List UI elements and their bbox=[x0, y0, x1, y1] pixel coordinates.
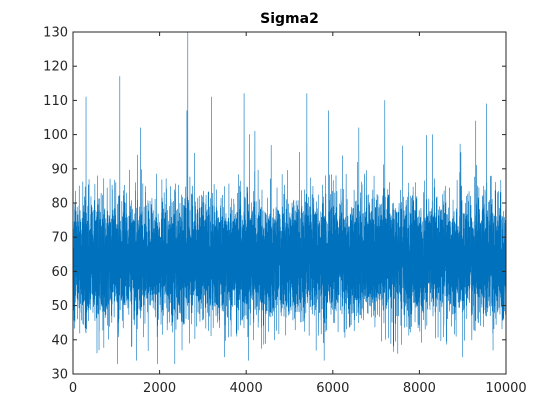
x-tick-label: 4000 bbox=[230, 381, 263, 396]
y-tick-label: 70 bbox=[51, 231, 68, 246]
tick-layer: 0 2000 4000 6000 8000 10000 30 40 50 60 70 80 90 100 1… bbox=[43, 26, 527, 397]
y-tick-label: 30 bbox=[51, 368, 68, 383]
y-tick-label: 130 bbox=[43, 26, 68, 41]
y-tick-label: 40 bbox=[51, 333, 68, 348]
x-tick-label: 6000 bbox=[316, 381, 349, 396]
x-tick-label: 0 bbox=[69, 381, 77, 396]
x-tick-label: 8000 bbox=[403, 381, 436, 396]
y-tick-label: 50 bbox=[51, 299, 68, 314]
y-tick-label: 90 bbox=[51, 162, 68, 177]
y-tick-label: 80 bbox=[51, 197, 68, 212]
chart-title: Sigma2 bbox=[260, 11, 319, 27]
y-tick-label: 110 bbox=[43, 94, 68, 109]
x-tick-label: 10000 bbox=[485, 381, 526, 396]
y-tick-label: 100 bbox=[43, 128, 68, 143]
x-tick-label: 2000 bbox=[143, 381, 176, 396]
y-tick-label: 60 bbox=[51, 265, 68, 280]
series-layer bbox=[72, 31, 507, 365]
series-line bbox=[72, 31, 507, 365]
y-tick-label: 120 bbox=[43, 60, 68, 75]
